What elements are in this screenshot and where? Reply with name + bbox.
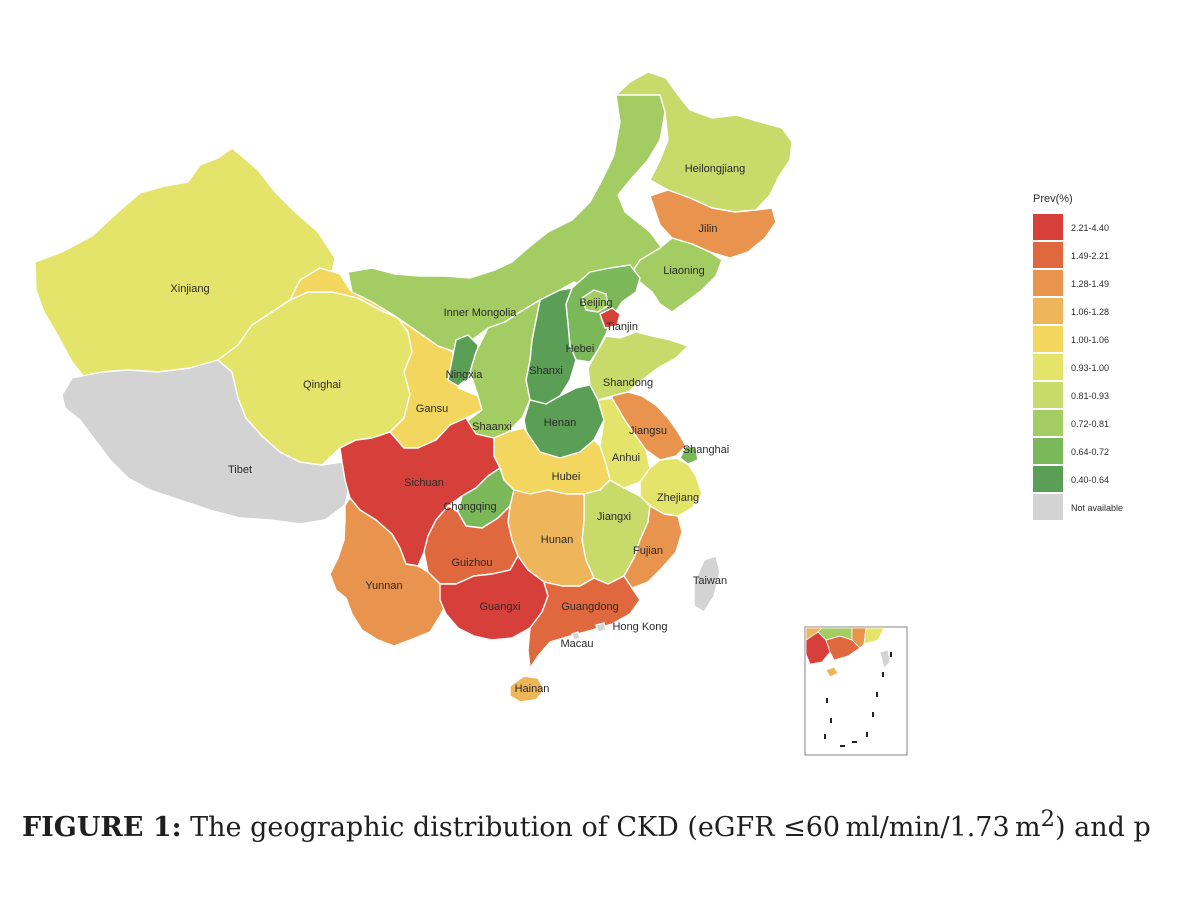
nine-dash-line <box>824 652 892 747</box>
label-beijing: Beijing <box>579 297 612 309</box>
region-tianjin <box>599 307 621 329</box>
legend-label: 2.21-4.40 <box>1071 223 1109 233</box>
label-inner-mongolia: Inner Mongolia <box>444 307 518 319</box>
legend-label: 0.64-0.72 <box>1071 447 1109 457</box>
inset-fujian <box>851 627 867 649</box>
legend-title: Prev(%) <box>1033 193 1073 205</box>
label-taiwan: Taiwan <box>693 575 727 587</box>
label-chongqing: Chongqing <box>443 501 496 513</box>
region-tibet <box>61 359 351 525</box>
inset-zhejiang <box>863 627 885 645</box>
region-shaanxi <box>465 299 541 439</box>
legend-label: 0.40-0.64 <box>1071 475 1109 485</box>
inset-taiwan <box>879 649 891 669</box>
legend-label: 0.81-0.93 <box>1071 391 1109 401</box>
legend-swatch <box>1033 410 1063 436</box>
region-ningxia <box>447 334 479 387</box>
label-hubei: Hubei <box>552 471 581 483</box>
region-hainan <box>509 675 545 703</box>
region-hong-kong <box>595 622 607 633</box>
legend-swatch <box>1033 438 1063 464</box>
legend-swatch <box>1033 270 1063 296</box>
legend-swatch <box>1033 494 1063 520</box>
label-guizhou: Guizhou <box>452 557 493 569</box>
legend-swatch <box>1033 354 1063 380</box>
legend-label: 1.49-2.21 <box>1071 251 1109 261</box>
legend: Prev(%) 2.21-4.40 1.49-2.21 1.28-1.49 1.06-… <box>1033 193 1123 520</box>
legend-swatch <box>1033 242 1063 268</box>
figure-caption-text: The geographic distribution of CKD (eGFR… <box>181 812 1041 843</box>
region-yunnan <box>329 497 457 647</box>
label-shaanxi: Shaanxi <box>472 421 512 433</box>
figure-caption-label: FIGURE 1: <box>22 812 182 843</box>
legend-label: 1.00-1.06 <box>1071 335 1109 345</box>
label-jiangxi: Jiangxi <box>597 511 631 523</box>
legend-swatch <box>1033 214 1063 240</box>
figure-caption-text-end: ) and p <box>1054 812 1151 843</box>
label-jilin: Jilin <box>699 223 718 235</box>
legend-label: 1.28-1.49 <box>1071 279 1109 289</box>
region-taiwan <box>693 555 721 613</box>
label-macau: Macau <box>560 638 593 650</box>
label-shanxi: Shanxi <box>529 365 563 377</box>
label-tianjin: Tianjin <box>606 321 638 333</box>
province-labels: Xinjiang Tibet Qinghai Gansu Inner Mongo… <box>170 163 745 695</box>
label-ningxia: Ningxia <box>446 369 484 381</box>
label-hong-kong: Hong Kong <box>612 621 667 633</box>
legend-swatch <box>1033 466 1063 492</box>
label-tibet: Tibet <box>228 464 252 476</box>
legend-swatch <box>1033 326 1063 352</box>
region-macau <box>571 631 581 641</box>
label-zhejiang: Zhejiang <box>657 492 699 504</box>
region-shandong <box>587 331 689 401</box>
legend-swatch <box>1033 298 1063 324</box>
label-yunnan: Yunnan <box>365 580 402 592</box>
label-hunan: Hunan <box>541 534 573 546</box>
region-beijing <box>581 289 609 313</box>
label-qinghai: Qinghai <box>303 379 341 391</box>
figure-caption-superscript: 2 <box>1040 806 1055 832</box>
label-heilongjiang: Heilongjiang <box>685 163 746 175</box>
label-guangdong: Guangdong <box>561 601 619 613</box>
region-shanghai <box>679 445 699 465</box>
legend-items: 2.21-4.40 1.49-2.21 1.28-1.49 1.06-1.28 1.00… <box>1033 214 1123 520</box>
label-shandong: Shandong <box>603 377 653 389</box>
region-liaoning <box>631 237 723 313</box>
legend-label: 1.06-1.28 <box>1071 307 1109 317</box>
label-hebei: Hebei <box>566 343 595 355</box>
label-guangxi: Guangxi <box>480 601 521 613</box>
label-shanghai: Shanghai <box>683 444 730 456</box>
legend-swatch <box>1033 382 1063 408</box>
label-xinjiang: Xinjiang <box>170 283 209 295</box>
figure-caption: FIGURE 1: The geographic distribution of… <box>22 806 1151 843</box>
label-liaoning: Liaoning <box>663 265 705 277</box>
label-fujian: Fujian <box>633 545 663 557</box>
legend-label: 0.72-0.81 <box>1071 419 1109 429</box>
label-anhui: Anhui <box>612 452 640 464</box>
label-sichuan: Sichuan <box>404 477 444 489</box>
label-jiangsu: Jiangsu <box>629 425 667 437</box>
label-gansu: Gansu <box>416 403 448 415</box>
label-hainan: Hainan <box>515 683 550 695</box>
legend-label: Not available <box>1071 503 1123 513</box>
south-china-sea-inset <box>804 626 908 756</box>
inset-hainan <box>825 666 839 678</box>
region-heilongjiang <box>615 71 793 213</box>
label-henan: Henan <box>544 417 576 429</box>
legend-label: 0.93-1.00 <box>1071 363 1109 373</box>
